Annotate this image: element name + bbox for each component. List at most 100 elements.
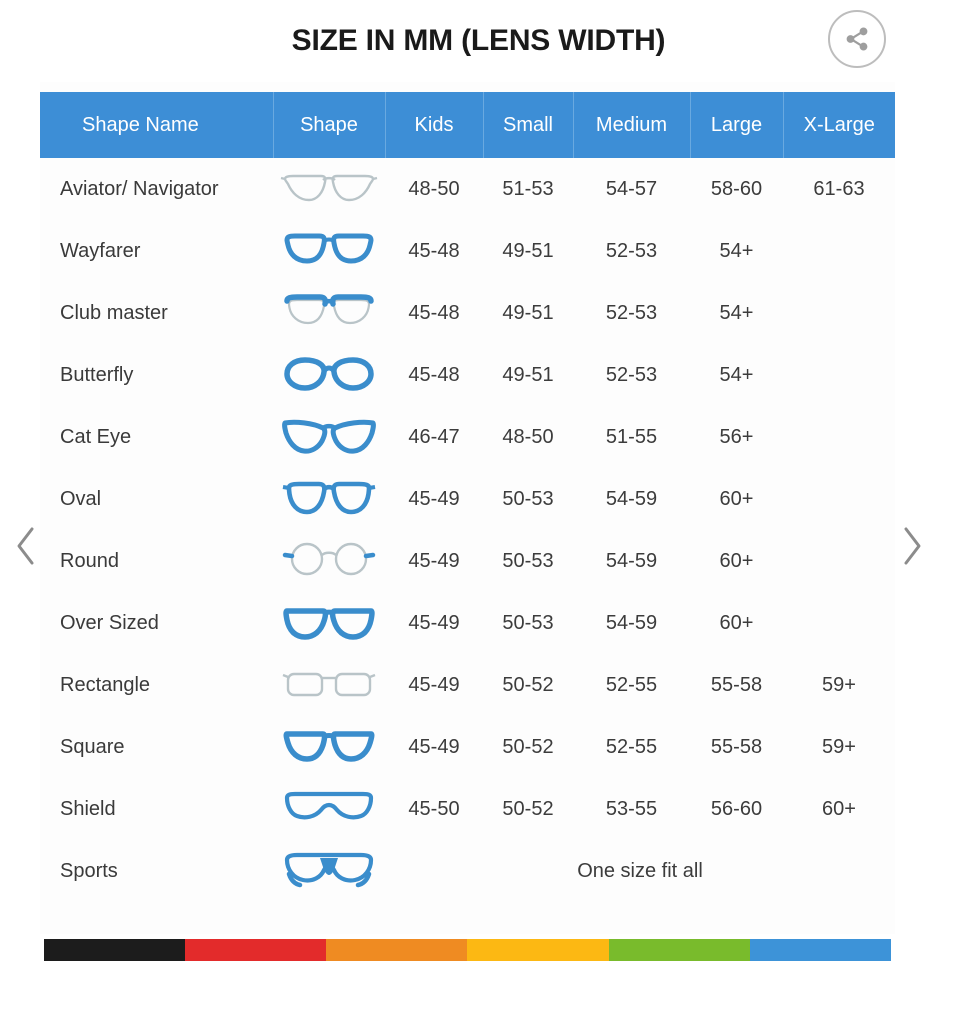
cell-size-kids: 48-50 xyxy=(385,158,483,220)
page-header: SIZE IN MM (LENS WIDTH) xyxy=(0,0,957,82)
cell-size-kids: 45-50 xyxy=(385,778,483,840)
cell-shape-name: Aviator/ Navigator xyxy=(40,158,273,220)
column-header-medium[interactable]: Medium xyxy=(573,92,691,158)
table-row[interactable]: Rectangle 45-49 50-52 52-55 55-58 59+ xyxy=(40,654,895,716)
cell-size-xlarge xyxy=(783,344,895,406)
cell-shape-illustration xyxy=(273,716,385,778)
column-header-xlarge[interactable]: X-Large xyxy=(803,113,875,136)
table-row[interactable]: Butterfly 45-48 49-51 52-53 54+ xyxy=(40,344,895,406)
cell-size-large: 60+ xyxy=(690,592,783,654)
cell-shape-illustration xyxy=(273,282,385,344)
cell-size-kids: 45-48 xyxy=(385,220,483,282)
table-row[interactable]: Wayfarer 45-48 49-51 52-53 54+ xyxy=(40,220,895,282)
oversized-glasses-icon xyxy=(273,595,385,651)
cell-size-kids: 45-49 xyxy=(385,654,483,716)
oval-glasses-icon xyxy=(273,471,385,527)
cell-size-small: 50-53 xyxy=(483,530,573,592)
column-header-large[interactable]: Large xyxy=(690,92,784,158)
cell-shape-illustration xyxy=(273,530,385,592)
column-header-kids[interactable]: Kids xyxy=(385,92,484,158)
cell-shape-name: Over Sized xyxy=(40,592,273,654)
table-row[interactable]: Round 45-49 50-53 54-59 60+ xyxy=(40,530,895,592)
cell-size-medium: 52-53 xyxy=(573,344,690,406)
cell-size-small: 49-51 xyxy=(483,220,573,282)
cell-size-kids: 45-49 xyxy=(385,468,483,530)
cell-shape-name: Square xyxy=(40,716,273,778)
table-body: Aviator/ Navigator 48-50 51-53 54-57 58-60 61… xyxy=(40,158,895,902)
table-header-row: Shape Name Shape Kids Small Medium Large… xyxy=(40,92,895,158)
cell-one-size-note: One size fit all xyxy=(385,840,895,902)
cell-size-xlarge xyxy=(783,220,895,282)
color-bar-segment-5 xyxy=(608,939,750,961)
cell-shape-name: Sports xyxy=(40,840,273,902)
cell-shape-illustration xyxy=(273,654,385,716)
cell-size-medium: 52-53 xyxy=(573,220,690,282)
cell-size-xlarge xyxy=(783,530,895,592)
cell-size-kids: 45-49 xyxy=(385,530,483,592)
cell-shape-illustration xyxy=(273,344,385,406)
cell-size-xlarge xyxy=(783,592,895,654)
table-row[interactable]: Cat Eye 46-47 48-50 51-55 56+ xyxy=(40,406,895,468)
carousel-prev-button[interactable] xyxy=(2,515,50,577)
table-row[interactable]: Square 45-49 50-52 52-55 55-58 59+ xyxy=(40,716,895,778)
cell-size-large: 60+ xyxy=(690,468,783,530)
cell-size-kids: 45-49 xyxy=(385,592,483,654)
table-row[interactable]: Sports One size fit all xyxy=(40,840,895,902)
cell-size-medium: 52-55 xyxy=(573,716,690,778)
cell-shape-name: Cat Eye xyxy=(40,406,273,468)
cell-size-medium: 54-57 xyxy=(573,158,690,220)
butterfly-glasses-icon xyxy=(273,347,385,403)
cell-size-medium: 53-55 xyxy=(573,778,690,840)
cell-size-small: 50-53 xyxy=(483,592,573,654)
cell-shape-name: Shield xyxy=(40,778,273,840)
table-row[interactable]: Oval 45-49 50-53 54-59 60+ xyxy=(40,468,895,530)
column-header-shape-name[interactable]: Shape Name xyxy=(40,92,274,158)
size-chart-table: Shape Name Shape Kids Small Medium Large… xyxy=(40,92,895,902)
cell-size-medium: 54-59 xyxy=(573,592,690,654)
table-row[interactable]: Shield 45-50 50-52 53-55 56-60 60+ xyxy=(40,778,895,840)
table-header: Shape Name Shape Kids Small Medium Large… xyxy=(40,92,895,158)
cell-size-medium: 52-55 xyxy=(573,654,690,716)
cateye-glasses-icon xyxy=(273,409,385,465)
cell-shape-illustration xyxy=(273,406,385,468)
wayfarer-glasses-icon xyxy=(273,223,385,279)
cell-size-large: 56-60 xyxy=(690,778,783,840)
aviator-glasses-icon xyxy=(273,161,385,217)
share-button[interactable] xyxy=(828,10,886,68)
carousel-next-button[interactable] xyxy=(888,515,936,577)
cell-size-kids: 45-48 xyxy=(385,344,483,406)
cell-size-small: 48-50 xyxy=(483,406,573,468)
cell-size-large: 56+ xyxy=(690,406,783,468)
column-header-shape[interactable]: Shape xyxy=(273,92,386,158)
cell-size-small: 50-52 xyxy=(483,778,573,840)
table-row[interactable]: Over Sized 45-49 50-53 54-59 60+ xyxy=(40,592,895,654)
sports-glasses-icon xyxy=(273,843,385,899)
cell-size-medium: 51-55 xyxy=(573,406,690,468)
cell-size-small: 50-53 xyxy=(483,468,573,530)
cell-shape-illustration xyxy=(273,220,385,282)
cell-shape-name: Club master xyxy=(40,282,273,344)
cell-size-large: 55-58 xyxy=(690,716,783,778)
table-row[interactable]: Club master 45-48 49-51 52-53 54+ xyxy=(40,282,895,344)
color-bar-segment-6 xyxy=(749,939,891,961)
cell-shape-name: Round xyxy=(40,530,273,592)
share-icon xyxy=(844,26,870,52)
color-bar-segment-4 xyxy=(467,939,609,961)
cell-size-large: 58-60 xyxy=(690,158,783,220)
chevron-left-icon xyxy=(13,524,39,568)
cell-size-kids: 45-49 xyxy=(385,716,483,778)
cell-size-small: 49-51 xyxy=(483,344,573,406)
shield-glasses-icon xyxy=(273,781,385,837)
cell-size-xlarge xyxy=(783,468,895,530)
cell-size-kids: 45-48 xyxy=(385,282,483,344)
cell-shape-name: Wayfarer xyxy=(40,220,273,282)
cell-size-small: 50-52 xyxy=(483,716,573,778)
cell-size-xlarge xyxy=(783,282,895,344)
rectangle-glasses-icon xyxy=(273,657,385,713)
cell-shape-illustration xyxy=(273,158,385,220)
table-row[interactable]: Aviator/ Navigator 48-50 51-53 54-57 58-60 61… xyxy=(40,158,895,220)
round-glasses-icon xyxy=(273,533,385,589)
column-header-small[interactable]: Small xyxy=(483,92,574,158)
color-bar-segment-3 xyxy=(326,939,468,961)
